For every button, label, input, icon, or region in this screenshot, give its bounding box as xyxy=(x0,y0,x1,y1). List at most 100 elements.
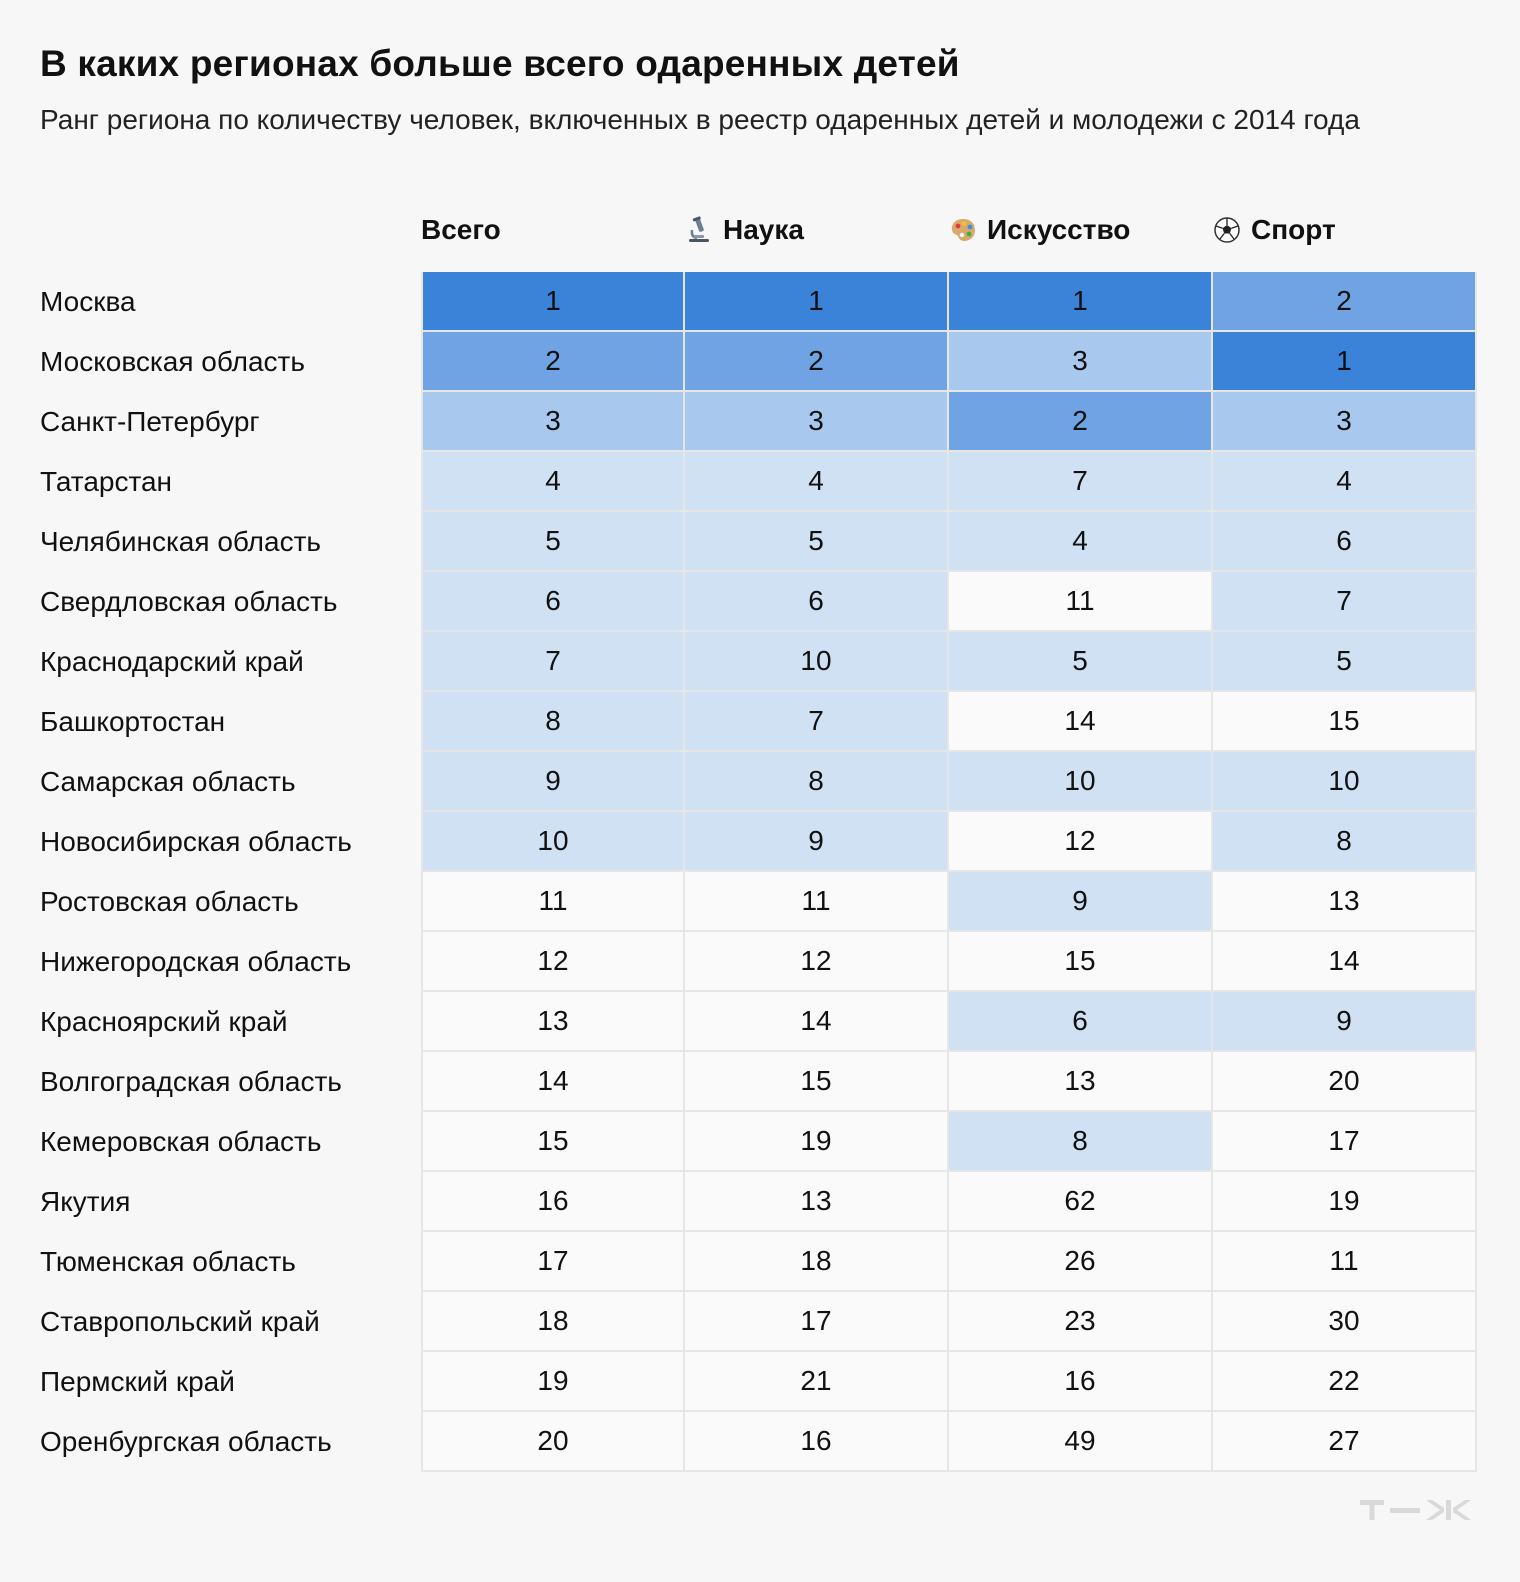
region-label: Якутия xyxy=(40,1186,131,1217)
rank-cell: 4 xyxy=(685,452,949,512)
rank-cell: 19 xyxy=(1213,1172,1477,1232)
rank-cell: 9 xyxy=(685,812,949,872)
rank-cell: 12 xyxy=(949,812,1213,872)
rank-cell: 2 xyxy=(949,392,1213,452)
rank-cell: 15 xyxy=(685,1052,949,1112)
region-label: Самарская область xyxy=(40,766,296,797)
rank-cell: 17 xyxy=(685,1292,949,1352)
rank-cell: 30 xyxy=(1213,1292,1477,1352)
rank-cell: 16 xyxy=(685,1412,949,1472)
column-header-art: Искусство xyxy=(949,210,1130,250)
tzh-logo-icon xyxy=(1360,1500,1471,1520)
rank-cell: 21 xyxy=(685,1352,949,1412)
rank-cell: 23 xyxy=(949,1292,1213,1352)
region-label: Пермский край xyxy=(40,1366,235,1397)
region-label: Санкт-Петербург xyxy=(40,406,260,437)
region-label: Новосибирская область xyxy=(40,826,352,857)
rank-cell: 12 xyxy=(685,932,949,992)
rank-cell: 15 xyxy=(1213,692,1477,752)
rank-cell: 10 xyxy=(421,812,685,872)
chart-subtitle: Ранг региона по количеству человек, вклю… xyxy=(40,104,1360,135)
rank-cell: 11 xyxy=(1213,1232,1477,1292)
rank-table: 1 1 1 2 2 2 3 1 3 3 2 3 4 4 7 4 5 5 4 6 6 6 11 7 7 10 5 5 8 7 14 15 9 8 10… xyxy=(421,272,1477,1472)
rank-cell: 10 xyxy=(949,752,1213,812)
rank-cell: 11 xyxy=(685,872,949,932)
rank-cell: 9 xyxy=(1213,992,1477,1052)
rank-cell: 9 xyxy=(421,752,685,812)
rank-cell: 2 xyxy=(685,332,949,392)
rank-cell: 12 xyxy=(421,932,685,992)
region-label: Оренбургская область xyxy=(40,1426,332,1457)
column-header-label: Наука xyxy=(723,214,804,245)
rank-cell: 5 xyxy=(1213,632,1477,692)
rank-cell: 4 xyxy=(421,452,685,512)
region-label: Москва xyxy=(40,286,136,317)
rank-cell: 3 xyxy=(685,392,949,452)
rank-cell: 26 xyxy=(949,1232,1213,1292)
palette-icon xyxy=(951,219,975,241)
rank-cell: 62 xyxy=(949,1172,1213,1232)
rank-cell: 16 xyxy=(949,1352,1213,1412)
rank-cell: 14 xyxy=(685,992,949,1052)
rank-cell: 16 xyxy=(421,1172,685,1232)
rank-cell: 6 xyxy=(949,992,1213,1052)
rank-cell: 17 xyxy=(1213,1112,1477,1172)
rank-cell: 17 xyxy=(421,1232,685,1292)
rank-cell: 4 xyxy=(1213,452,1477,512)
column-header-total: Всего xyxy=(421,210,501,250)
rank-cell: 5 xyxy=(949,632,1213,692)
rank-cell: 13 xyxy=(421,992,685,1052)
region-label: Нижегородская область xyxy=(40,946,352,977)
rank-cell: 2 xyxy=(1213,272,1477,332)
column-header-label: Спорт xyxy=(1251,214,1336,245)
rank-cell: 4 xyxy=(949,512,1213,572)
rank-cell: 22 xyxy=(1213,1352,1477,1412)
rank-cell: 10 xyxy=(1213,752,1477,812)
rank-cell: 7 xyxy=(685,692,949,752)
rank-cell: 15 xyxy=(949,932,1213,992)
rank-cell: 2 xyxy=(421,332,685,392)
rank-cell: 18 xyxy=(421,1292,685,1352)
soccer-ball-icon xyxy=(1214,217,1240,243)
rank-cell: 6 xyxy=(421,572,685,632)
rank-cell: 13 xyxy=(949,1052,1213,1112)
rank-cell: 27 xyxy=(1213,1412,1477,1472)
rank-cell: 14 xyxy=(1213,932,1477,992)
rank-cell: 20 xyxy=(1213,1052,1477,1112)
rank-cell: 11 xyxy=(421,872,685,932)
column-header-label: Всего xyxy=(421,214,501,245)
region-label: Татарстан xyxy=(40,466,173,497)
rank-cell: 8 xyxy=(1213,812,1477,872)
column-header-sport: Спорт xyxy=(1213,210,1336,250)
rank-cell: 15 xyxy=(421,1112,685,1172)
rank-cell: 1 xyxy=(1213,332,1477,392)
rank-cell: 49 xyxy=(949,1412,1213,1472)
rank-cell: 10 xyxy=(685,632,949,692)
rank-cell: 13 xyxy=(685,1172,949,1232)
region-label: Ставропольский край xyxy=(40,1306,320,1337)
rank-cell: 6 xyxy=(685,572,949,632)
rank-cell: 8 xyxy=(685,752,949,812)
rank-cell: 20 xyxy=(421,1412,685,1472)
rank-cell: 8 xyxy=(421,692,685,752)
rank-cell: 3 xyxy=(1213,392,1477,452)
rank-cell: 14 xyxy=(421,1052,685,1112)
region-label: Красноярский край xyxy=(40,1006,288,1037)
rank-cell: 19 xyxy=(685,1112,949,1172)
region-label: Московская область xyxy=(40,346,305,377)
region-label: Краснодарский край xyxy=(40,646,304,677)
rank-cell: 7 xyxy=(949,452,1213,512)
column-header-science: Наука xyxy=(685,210,804,250)
region-label: Свердловская область xyxy=(40,586,338,617)
region-label: Челябинская область xyxy=(40,526,321,557)
rank-cell: 3 xyxy=(949,332,1213,392)
rank-cell: 13 xyxy=(1213,872,1477,932)
rank-cell: 1 xyxy=(421,272,685,332)
rank-cell: 7 xyxy=(1213,572,1477,632)
rank-cell: 9 xyxy=(949,872,1213,932)
microscope-icon xyxy=(689,216,709,242)
rank-cell: 1 xyxy=(949,272,1213,332)
region-label: Башкортостан xyxy=(40,706,226,737)
chart-title: В каких регионах больше всего одаренных … xyxy=(40,43,960,84)
column-header-label: Искусство xyxy=(987,214,1131,245)
